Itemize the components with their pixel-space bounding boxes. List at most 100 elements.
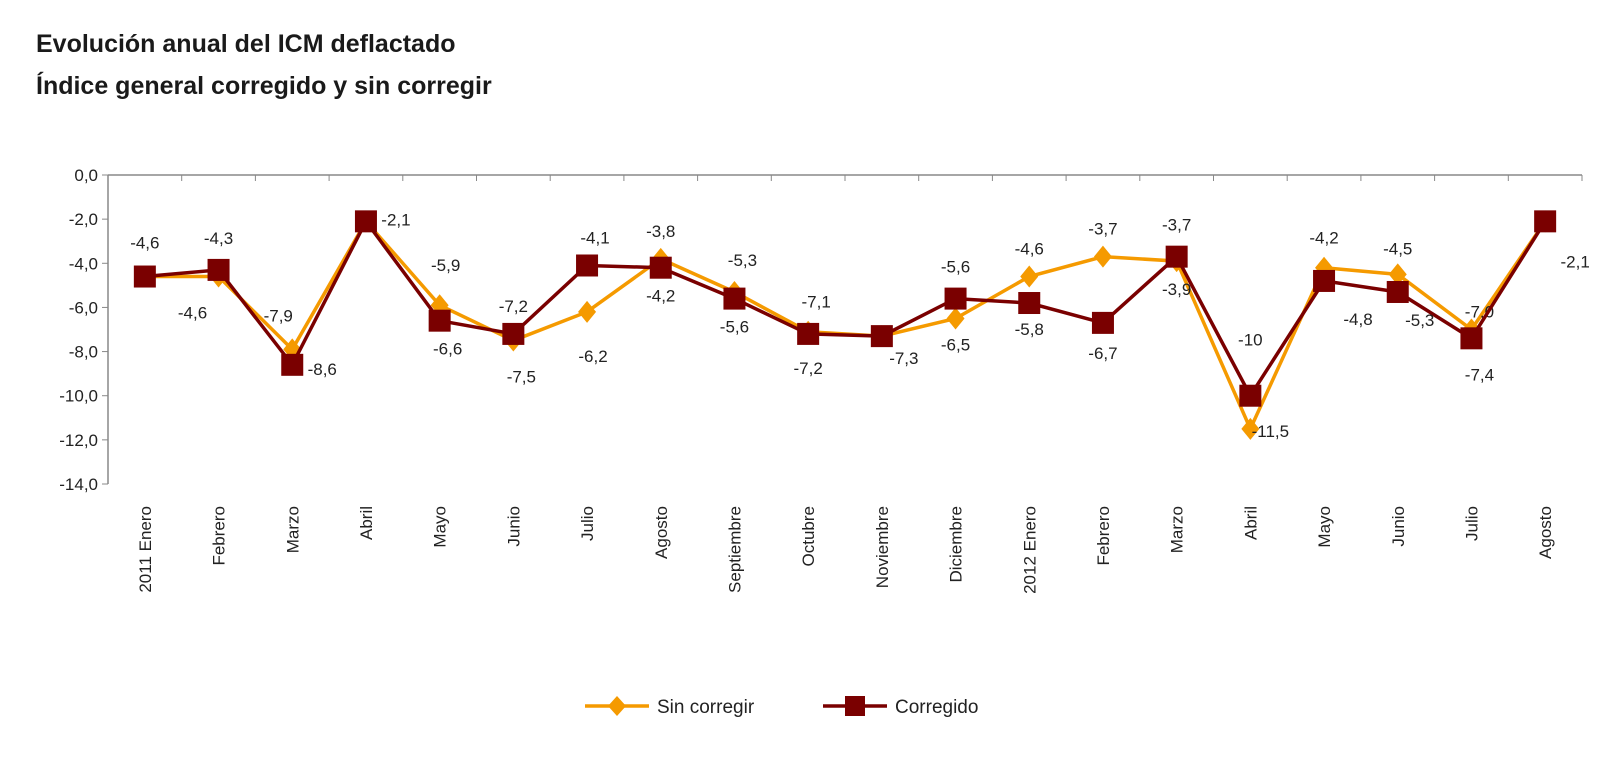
data-label: -3,9 [1162, 280, 1191, 299]
data-label: -4,2 [1309, 229, 1338, 248]
x-tick-label: 2011 Enero [136, 506, 155, 593]
x-tick-label: Abril [357, 506, 376, 540]
x-tick-label: Agosto [652, 506, 671, 559]
data-point-square [1313, 269, 1336, 292]
data-label: -4,8 [1343, 310, 1372, 329]
legend-label: Corregido [895, 697, 978, 718]
data-label: -5,6 [941, 258, 970, 277]
data-point-diamond [1241, 417, 1260, 440]
chart-title: Evolución anual del ICM deflactado [36, 30, 456, 58]
x-tick-label: Mayo [1315, 506, 1334, 548]
data-label: -8,6 [308, 360, 337, 379]
data-label: -5,6 [720, 318, 749, 337]
data-point-square [1091, 311, 1114, 334]
data-point-square [502, 322, 525, 345]
data-label: -3,7 [1162, 216, 1191, 235]
x-tick-label: Mayo [431, 506, 450, 548]
data-point-square [1386, 280, 1409, 303]
data-point-diamond [946, 307, 965, 330]
data-point-square [723, 287, 746, 310]
data-point-square [797, 322, 820, 345]
x-tick-label: Diciembre [947, 506, 966, 583]
data-point-square [1018, 292, 1041, 315]
data-point-square [870, 325, 893, 348]
x-tick-label: Agosto [1536, 506, 1555, 559]
y-tick-label: -10,0 [59, 387, 98, 406]
data-label: -6,5 [941, 335, 970, 354]
y-tick-label: -8,0 [69, 343, 98, 362]
data-label: -4,5 [1383, 239, 1412, 258]
data-label: -5,3 [728, 251, 757, 270]
data-point-diamond [1093, 245, 1112, 268]
data-label: -10 [1238, 331, 1263, 350]
data-point-square [649, 256, 672, 279]
data-point-square [354, 210, 377, 233]
data-point-diamond [578, 300, 597, 323]
data-label: -2,1 [1561, 252, 1590, 271]
x-tick-label: Julio [578, 506, 597, 541]
data-label: -5,3 [1405, 311, 1434, 330]
x-tick-label: Marzo [283, 506, 302, 553]
series-line [144, 218, 1547, 400]
data-point-diamond [1020, 265, 1039, 288]
series-line [144, 218, 1547, 434]
data-label: -7,3 [889, 349, 918, 368]
y-tick-label: -12,0 [59, 431, 98, 450]
data-label: -6,2 [578, 347, 607, 366]
data-label: -3,8 [646, 222, 675, 241]
data-point-square [281, 353, 304, 376]
y-tick-label: -2,0 [69, 210, 98, 229]
x-tick-label: Abril [1241, 506, 1260, 540]
legend-label: Sin corregir [657, 697, 755, 718]
chart-subtitle: Índice general corregido y sin corregir [36, 72, 492, 100]
x-tick-label: Julio [1462, 506, 1481, 541]
y-tick-label: -6,0 [69, 298, 98, 317]
data-label: -7,1 [802, 293, 831, 312]
x-tick-label: Octubre [799, 506, 818, 566]
legend-diamond-icon [608, 696, 626, 716]
x-tick-label: Junio [504, 506, 523, 547]
data-point-square [576, 254, 599, 277]
data-point-diamond [1388, 263, 1407, 286]
x-tick-label: Febrero [210, 506, 229, 566]
x-tick-label: Septiembre [725, 506, 744, 593]
data-label: -6,6 [433, 340, 462, 359]
data-point-square [133, 265, 156, 288]
data-label: -2,1 [381, 210, 410, 229]
data-label: -7,5 [507, 368, 536, 387]
data-label: -7,9 [264, 306, 293, 325]
x-tick-label: Junio [1389, 506, 1408, 547]
x-tick-label: Marzo [1168, 506, 1187, 553]
data-point-square [1239, 384, 1262, 407]
data-label: -7,4 [1465, 365, 1494, 384]
data-label: -4,6 [178, 304, 207, 323]
data-label: -6,7 [1088, 344, 1117, 363]
data-point-square [944, 287, 967, 310]
y-tick-label: -14,0 [59, 475, 98, 494]
data-label: -5,9 [431, 256, 460, 275]
series-corregido: -4,6 -4,3 -8,6 -2,1 -6,6 -7,2 -4,1 -4,2 -5,6 -7,2… [130, 210, 1590, 407]
y-tick-label: -4,0 [69, 254, 98, 273]
legend-item: Sin corregir [585, 696, 755, 718]
x-tick-label: Noviembre [873, 506, 892, 588]
data-label: -4,3 [204, 229, 233, 248]
data-label: -4,6 [130, 234, 159, 253]
data-label: -4,1 [580, 228, 609, 247]
data-label: -3,7 [1088, 220, 1117, 239]
x-tick-label: Febrero [1094, 506, 1113, 566]
series-sin-corregir: -4,6 -7,9 -5,9 -7,5 -6,2 -3,8 -5,3 -7,1 -6,5 -4,6… [135, 210, 1555, 441]
x-tick-label: 2012 Enero [1020, 506, 1039, 594]
data-point-square [1534, 210, 1557, 233]
data-label: -7,2 [794, 359, 823, 378]
data-point-square [1165, 245, 1188, 268]
data-label: -11,5 [1252, 422, 1290, 441]
data-label: -7,2 [499, 297, 528, 316]
data-point-square [428, 309, 451, 332]
data-point-square [207, 258, 230, 281]
data-point-square [1460, 327, 1483, 350]
data-label: -4,2 [646, 287, 675, 306]
y-tick-label: 0,0 [74, 166, 98, 185]
legend-square-icon [845, 696, 865, 716]
data-label: -5,8 [1015, 320, 1044, 339]
